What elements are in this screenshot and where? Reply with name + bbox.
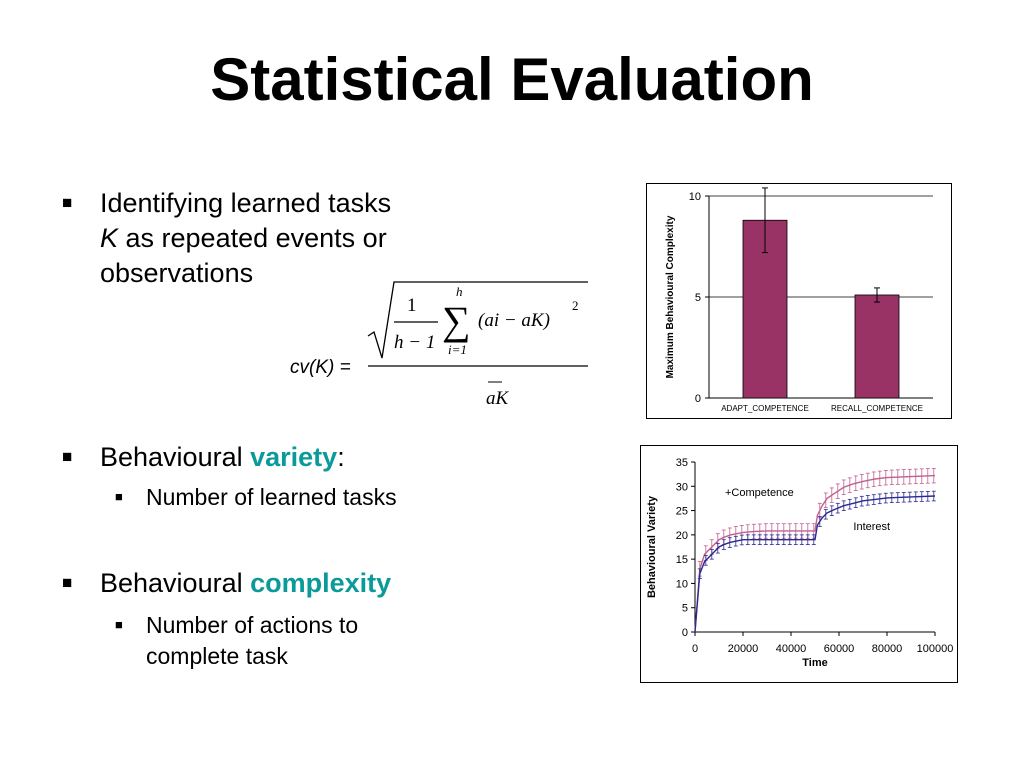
x-axis-label: Time [802, 657, 827, 669]
y-tick-label: 0 [682, 627, 688, 639]
y-tick-label: 25 [676, 506, 688, 518]
sub-bullet-line-1: Number of actions to [146, 612, 359, 638]
bullet-prefix: Behavioural [100, 442, 251, 472]
formula-lhs: cv(K) = [290, 357, 351, 378]
bullet-square-icon: ■ [62, 193, 73, 212]
annotation-interest: Interest [853, 521, 890, 533]
formula-denominator: aK [486, 388, 510, 409]
bullet-text: Behavioural complexity [100, 566, 391, 600]
bar-chart: 0 5 10 ADAPT_COMPETENCE RECALL_COMPETENCE Max… [665, 187, 933, 413]
sum-term: (ai − aK) [478, 310, 550, 331]
bullet-text: Behavioural variety: [100, 440, 345, 474]
x-tick-label: 0 [692, 643, 698, 655]
x-tick-label: 40000 [776, 643, 807, 655]
bullet-prefix: Behavioural [100, 568, 251, 598]
sub-bullet-line-2: complete task [146, 643, 288, 669]
cv-formula: cv(K) = 1 h − 1 h ∑ i=1 (ai − aK) 2 aK [290, 281, 588, 409]
x-tick-label: 20000 [728, 643, 759, 655]
bullet-line-1: Identifying learned tasks [100, 188, 392, 218]
y-tick-label: 10 [689, 191, 701, 203]
slide-title: Statistical Evaluation [210, 46, 814, 113]
bar [854, 294, 900, 399]
x-category-label: ADAPT_COMPETENCE [721, 404, 809, 413]
line-chart: 0 5 10 15 20 25 30 35 0 20000 40000 60000 80000 10000… [646, 457, 954, 669]
formula-one: 1 [407, 295, 417, 316]
formula-h-minus-1: h − 1 [394, 332, 435, 353]
sum-lower: i=1 [448, 342, 467, 357]
y-axis-label: Maximum Behavioural Complexity [665, 215, 676, 378]
y-tick-label: 0 [695, 393, 701, 405]
y-tick-label: 5 [695, 292, 701, 304]
y-tick-label: 10 [676, 578, 688, 590]
y-tick-label: 20 [676, 530, 688, 542]
formula-exponent: 2 [572, 298, 579, 313]
sum-upper: h [456, 284, 463, 299]
sqrt-sign [367, 281, 588, 359]
line-chart-panel: 0 5 10 15 20 25 30 35 0 20000 40000 60000 80000 10000… [640, 445, 958, 683]
x-category-label: RECALL_COMPETENCE [831, 404, 923, 413]
x-tick-label: 60000 [824, 643, 855, 655]
highlight-complexity: complexity [250, 568, 392, 598]
y-tick-label: 5 [682, 603, 688, 615]
sub-bullet-square-icon: ■ [115, 489, 123, 504]
bullet-square-icon: ■ [62, 447, 73, 466]
x-tick-label: 80000 [872, 643, 903, 655]
y-tick-label: 15 [676, 554, 688, 566]
annotation-competence: +Competence [725, 487, 794, 499]
bullet-line-3: observations [100, 258, 254, 288]
x-tick-label: 100000 [917, 643, 954, 655]
sub-bullet-square-icon: ■ [115, 617, 123, 632]
bullet-square-icon: ■ [62, 573, 73, 592]
bullet-suffix: : [337, 442, 345, 472]
sub-bullet-text: Number of learned tasks [146, 484, 397, 510]
sigma-icon: ∑ [442, 298, 471, 343]
y-tick-label: 30 [676, 481, 688, 493]
highlight-variety: variety [250, 442, 338, 472]
bullet-line-2: K as repeated events or [100, 223, 387, 253]
series-line-competence [694, 474, 936, 633]
y-axis-label: Behavioural Variety [646, 495, 658, 598]
y-tick-label: 35 [676, 457, 688, 469]
bar-chart-panel: 0 5 10 ADAPT_COMPETENCE RECALL_COMPETENCE Max… [646, 183, 952, 419]
series-line-interest [694, 495, 936, 633]
